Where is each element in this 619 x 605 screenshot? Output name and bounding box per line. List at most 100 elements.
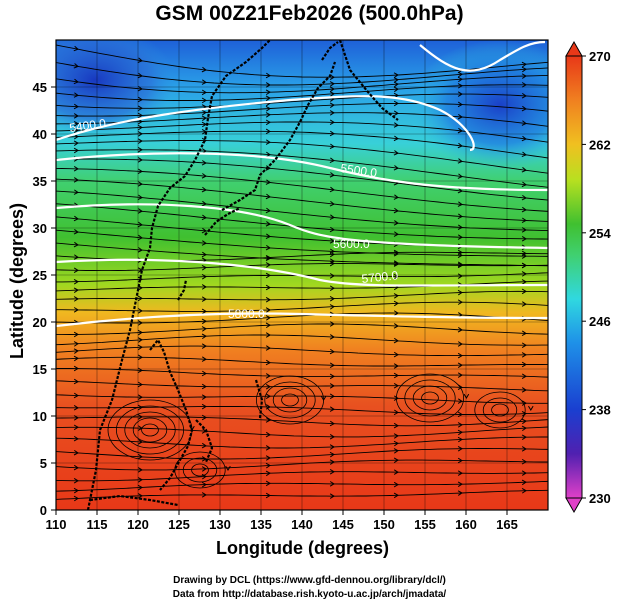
streamline-arrow — [137, 147, 143, 153]
y-axis-ticks: 0 5 10 15 20 25 30 35 40 45 — [33, 80, 56, 518]
credit-data-source: Data from http://database.rish.kyoto-u.a… — [172, 589, 447, 600]
streamline-arrow — [393, 165, 399, 171]
streamline-arrow — [457, 187, 463, 194]
height-contour — [56, 152, 548, 192]
streamline-arrow — [393, 110, 399, 117]
colorbar-tick-label: 254 — [589, 226, 611, 241]
streamline-arrow — [137, 208, 143, 214]
streamline-arrow — [201, 89, 207, 96]
streamline-arrow — [265, 332, 271, 338]
streamline-arrow — [521, 434, 527, 440]
streamline-arrow — [201, 296, 207, 302]
streamline-arrow — [329, 393, 335, 400]
streamline-arrow — [137, 354, 143, 361]
streamline-arrow — [457, 299, 463, 305]
streamline-arrow — [265, 106, 271, 112]
streamline-arrow — [201, 186, 207, 193]
height-contour-label: 5400.0 — [68, 116, 107, 135]
streamline-arrow — [265, 139, 271, 145]
streamline-arrow — [137, 168, 143, 175]
streamline-arrow — [393, 135, 399, 142]
streamline-arrow — [457, 76, 463, 83]
streamline-arrow — [393, 372, 399, 379]
streamline-arrow — [137, 394, 143, 400]
streamline-arrow — [521, 271, 527, 277]
streamline-arrow — [521, 387, 527, 393]
streamline-arrow — [265, 417, 271, 423]
colorbar-tick-label: 262 — [589, 137, 611, 152]
streamline-arrow — [393, 457, 399, 463]
streamline-arrow — [528, 405, 534, 411]
streamline-arrow — [521, 236, 527, 242]
streamline-arrow — [320, 395, 327, 401]
streamline-arrow — [457, 249, 463, 256]
x-tick-label: 110 — [46, 517, 67, 532]
streamline-arrow — [329, 434, 335, 440]
streamline-arrow — [73, 140, 79, 146]
streamline-arrow — [137, 439, 143, 445]
streamline-arrow — [265, 72, 271, 79]
streamline-arrow — [201, 173, 207, 179]
streamline-arrow — [137, 221, 143, 228]
streamline-arrow — [201, 333, 207, 340]
chart-title: GSM 00Z21Feb2026 (500.0hPa) — [155, 2, 464, 25]
streamline-arrow — [201, 326, 207, 332]
streamline-arrow — [265, 322, 271, 329]
streamline-arrow — [457, 341, 463, 347]
coastlines — [86, 40, 399, 510]
colorbar: 270 262 254 246 238 230 — [565, 40, 611, 514]
streamline-arrow — [329, 201, 335, 207]
streamline-arrow — [521, 446, 527, 452]
streamline-arrow — [463, 393, 470, 399]
streamline-arrow — [265, 233, 271, 239]
streamline-arrow — [393, 422, 399, 429]
streamline-arrow — [137, 118, 143, 125]
streamline-arrow — [73, 78, 79, 85]
streamline-arrow — [329, 481, 335, 487]
streamline-arrow — [329, 459, 335, 465]
colorbar-max-arrow — [565, 40, 583, 57]
streamline-arrow — [521, 194, 527, 201]
streamline-arrow — [329, 238, 335, 244]
streamline-arrow — [73, 189, 79, 195]
streamline-arrow — [521, 66, 527, 73]
coastline — [89, 494, 179, 507]
coastline — [321, 41, 339, 61]
streamline-arrow — [73, 133, 79, 140]
colorbar-tick-label: 238 — [589, 403, 611, 418]
map-grid — [56, 40, 548, 510]
streamline-arrow — [521, 61, 527, 68]
streamline-arrow — [329, 74, 335, 80]
streamline-arrow — [137, 181, 143, 187]
streamline-arrow — [73, 267, 79, 274]
streamline-arrow — [329, 186, 335, 193]
streamline-eddy — [124, 411, 176, 449]
streamline-eddy — [421, 391, 439, 405]
streamline-arrow — [73, 378, 79, 385]
streamline-arrow — [137, 329, 143, 336]
coastline — [86, 40, 271, 510]
streamline-arrow — [265, 151, 271, 158]
streamline-arrow — [521, 227, 527, 233]
x-tick-label: 155 — [414, 517, 436, 532]
streamline-eddy — [395, 373, 464, 423]
streamline-arrow — [73, 63, 79, 69]
streamline-arrow — [329, 469, 335, 475]
streamline-arrow — [329, 81, 335, 87]
streamline-arrow — [393, 77, 399, 83]
streamline-arrow — [521, 82, 527, 88]
streamline-eddy — [132, 417, 168, 443]
streamline-arrow — [137, 57, 143, 63]
streamline-arrow — [201, 403, 207, 410]
streamline-arrow — [137, 72, 143, 79]
streamline-arrow — [329, 143, 335, 150]
streamline-arrow — [265, 307, 271, 313]
streamline-arrow — [73, 464, 79, 471]
streamline-arrow — [329, 373, 335, 380]
streamline-arrow — [73, 307, 79, 313]
streamline-arrow — [265, 254, 271, 261]
streamline-arrow — [201, 240, 207, 246]
streamline-arrow — [137, 414, 143, 420]
streamline-arrow — [393, 395, 399, 401]
streamline-arrow — [329, 383, 335, 389]
